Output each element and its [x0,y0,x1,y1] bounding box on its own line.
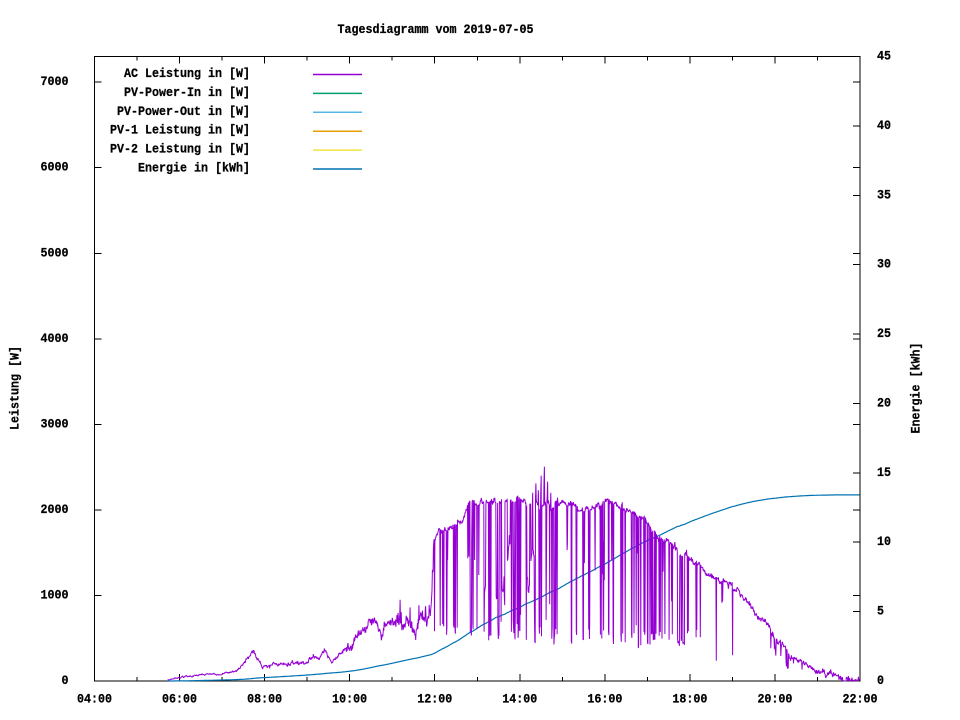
svg-text:PV-2 Leistung in [W]: PV-2 Leistung in [W] [110,143,250,157]
svg-text:20:00: 20:00 [757,693,792,707]
svg-text:08:00: 08:00 [247,693,282,707]
svg-text:3000: 3000 [41,417,69,431]
svg-text:2000: 2000 [41,503,69,517]
svg-text:15: 15 [877,466,891,480]
svg-text:16:00: 16:00 [587,693,622,707]
svg-text:0: 0 [62,674,69,688]
svg-text:40: 40 [877,119,891,133]
svg-text:5: 5 [877,605,884,619]
svg-text:0: 0 [877,674,884,688]
svg-text:PV-Power-Out in [W]: PV-Power-Out in [W] [117,105,250,119]
svg-text:10:00: 10:00 [332,693,367,707]
svg-text:45: 45 [877,50,891,64]
svg-text:25: 25 [877,327,891,341]
svg-text:Tagesdiagramm vom 2019-07-05: Tagesdiagramm vom 2019-07-05 [338,23,534,37]
svg-text:18:00: 18:00 [672,693,707,707]
svg-text:6000: 6000 [41,161,69,175]
svg-text:AC Leistung in [W]: AC Leistung in [W] [124,67,250,81]
svg-text:12:00: 12:00 [417,693,452,707]
svg-text:04:00: 04:00 [77,693,112,707]
svg-text:06:00: 06:00 [162,693,197,707]
svg-text:Energie [kWh]: Energie [kWh] [910,343,924,434]
svg-text:35: 35 [877,188,891,202]
svg-text:5000: 5000 [41,246,69,260]
svg-text:20: 20 [877,396,891,410]
svg-text:22:00: 22:00 [843,693,878,707]
svg-text:4000: 4000 [41,332,69,346]
svg-text:30: 30 [877,258,891,272]
svg-text:7000: 7000 [41,75,69,89]
svg-text:PV-1 Leistung in [W]: PV-1 Leistung in [W] [110,124,250,138]
svg-text:1000: 1000 [41,588,69,602]
svg-text:Energie in [kWh]: Energie in [kWh] [138,162,250,176]
svg-text:PV-Power-In in [W]: PV-Power-In in [W] [124,86,250,100]
svg-text:10: 10 [877,535,891,549]
svg-text:Leistung [W]: Leistung [W] [9,346,23,430]
svg-text:14:00: 14:00 [502,693,537,707]
